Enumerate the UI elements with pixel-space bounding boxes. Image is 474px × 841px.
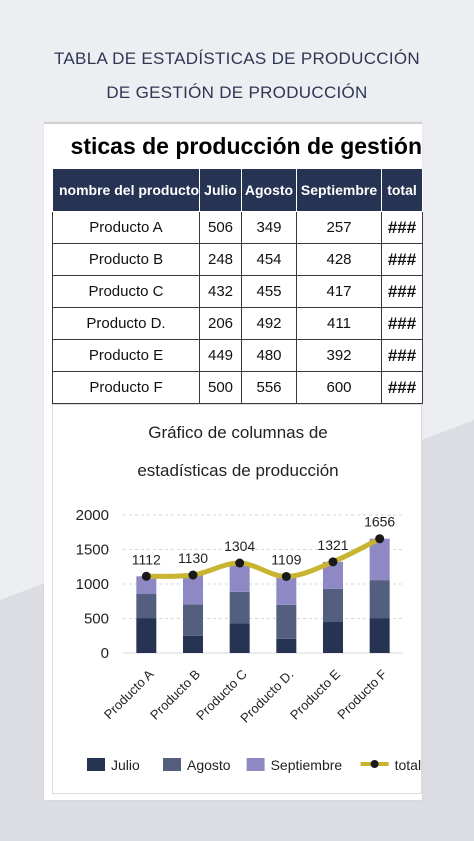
sheet-title-text: sticas de producción de gestión	[70, 133, 422, 159]
cell-septiembre[interactable]: 392	[296, 339, 382, 372]
column-header-septiembre: Septiembre	[296, 168, 382, 212]
cell-total[interactable]: ###	[381, 243, 423, 276]
cell-agosto[interactable]: 480	[241, 339, 297, 372]
legend-marker-total	[370, 760, 379, 768]
cell-agosto[interactable]: 455	[241, 275, 297, 308]
cell-julio[interactable]: 248	[199, 243, 242, 276]
total-marker	[141, 571, 151, 581]
spreadsheet-card: sticas de producción de gestión nombre d…	[44, 122, 423, 800]
table-row: Producto B 248 454 428 ###	[52, 243, 423, 276]
total-marker	[235, 558, 245, 568]
table-row: Producto A 506 349 257 ###	[52, 211, 423, 244]
bar-septiembre	[276, 576, 297, 605]
cell-julio[interactable]: 432	[199, 275, 242, 308]
header-line-2: DE GESTIÓN DE PRODUCCIÓN	[106, 83, 368, 102]
cell-julio[interactable]: 506	[199, 211, 242, 244]
total-marker	[375, 534, 385, 544]
legend-label-total: total	[395, 757, 421, 773]
bar-julio	[369, 618, 390, 653]
bar-agosto	[369, 580, 390, 619]
total-data-label: 1112	[132, 551, 161, 567]
bar-julio	[183, 635, 203, 653]
legend-label-agosto: Agosto	[187, 757, 231, 773]
chart-title-line: Gráfico de columnas de	[148, 423, 328, 442]
column-header-product: nombre del producto	[52, 168, 200, 212]
cell-product[interactable]: Producto C	[52, 275, 200, 308]
sheet-title: sticas de producción de gestión	[44, 122, 422, 168]
cell-total[interactable]: ###	[381, 211, 423, 244]
bar-septiembre	[369, 538, 390, 581]
total-data-label: 1321	[317, 537, 348, 553]
cell-product[interactable]: Producto A	[52, 211, 200, 244]
table-row: Producto F 500 556 600 ###	[52, 371, 423, 404]
y-tick-label: 2000	[76, 507, 109, 524]
table-row: Producto D. 206 492 411 ###	[52, 307, 423, 340]
page-header: TABLA DE ESTADÍSTICAS DE PRODUCCIÓN DE G…	[0, 42, 474, 110]
y-tick-label: 1000	[76, 576, 109, 593]
legend-swatch-julio	[87, 758, 105, 771]
cell-total[interactable]: ###	[381, 371, 423, 404]
legend-swatch-agosto	[163, 758, 181, 771]
cell-product[interactable]: Producto F	[52, 371, 200, 404]
cell-septiembre[interactable]: 257	[296, 211, 382, 244]
bar-julio	[276, 638, 297, 653]
x-tick-label: Producto E	[287, 666, 343, 722]
table-row: Producto C 432 455 417 ###	[52, 275, 423, 308]
cell-total[interactable]: ###	[381, 275, 423, 308]
cell-julio[interactable]: 206	[199, 307, 242, 340]
bar-septiembre	[183, 575, 203, 605]
x-tick-label: Producto F	[334, 666, 390, 722]
total-marker	[281, 571, 291, 581]
bar-agosto	[323, 588, 343, 623]
y-tick-label: 0	[101, 645, 109, 662]
table-row: Producto E 449 480 392 ###	[52, 339, 423, 372]
bar-julio	[229, 623, 250, 653]
cell-julio[interactable]: 449	[199, 339, 242, 372]
column-header-total: total	[381, 168, 423, 212]
legend-label-septiembre: Septiembre	[271, 757, 343, 773]
header-line-1: TABLA DE ESTADÍSTICAS DE PRODUCCIÓN	[54, 49, 420, 68]
cell-product[interactable]: Producto D.	[52, 307, 200, 340]
column-header-julio: Julio	[199, 168, 242, 212]
cell-septiembre[interactable]: 428	[296, 243, 382, 276]
bar-agosto	[183, 604, 203, 636]
cell-agosto[interactable]: 349	[241, 211, 297, 244]
cell-septiembre[interactable]: 417	[296, 275, 382, 308]
chart-title-line: estadísticas de producción	[137, 461, 338, 480]
total-data-label: 1130	[178, 550, 208, 566]
bar-septiembre	[323, 561, 343, 589]
bar-agosto	[229, 591, 250, 624]
cell-product[interactable]: Producto E	[52, 339, 200, 372]
production-table: nombre del producto Julio Agosto Septiem…	[52, 168, 423, 404]
cell-septiembre[interactable]: 600	[296, 371, 382, 404]
cell-total[interactable]: ###	[381, 307, 423, 340]
legend-swatch-septiembre	[246, 758, 265, 771]
cell-agosto[interactable]: 556	[241, 371, 297, 404]
bar-septiembre	[229, 563, 250, 592]
bar-agosto	[276, 604, 297, 639]
y-tick-label: 500	[84, 611, 109, 628]
total-data-label: 1109	[271, 551, 301, 567]
total-marker	[188, 570, 198, 580]
cell-septiembre[interactable]: 411	[296, 307, 382, 340]
y-tick-label: 1500	[76, 542, 109, 559]
total-marker	[328, 557, 338, 567]
total-data-label: 1304	[224, 538, 255, 554]
bar-septiembre	[136, 576, 157, 595]
cell-agosto[interactable]: 454	[241, 243, 297, 276]
stacked-column-chart: Gráfico de columnas de estadísticas de pr…	[76, 423, 421, 773]
bar-julio	[136, 618, 157, 653]
bar-agosto	[136, 594, 157, 619]
cell-total[interactable]: ###	[381, 339, 423, 372]
cell-julio[interactable]: 500	[199, 371, 242, 404]
cell-product[interactable]: Producto B	[52, 243, 200, 276]
total-data-label: 1656	[364, 514, 395, 530]
cell-agosto[interactable]: 492	[241, 307, 297, 340]
chart-panel[interactable]: Gráfico de columnas de estadísticas de pr…	[52, 404, 422, 794]
bar-julio	[323, 622, 343, 653]
table-header-row: nombre del producto Julio Agosto Septiem…	[52, 168, 423, 212]
legend-label-julio: Julio	[111, 757, 140, 773]
column-header-agosto: Agosto	[241, 168, 297, 212]
